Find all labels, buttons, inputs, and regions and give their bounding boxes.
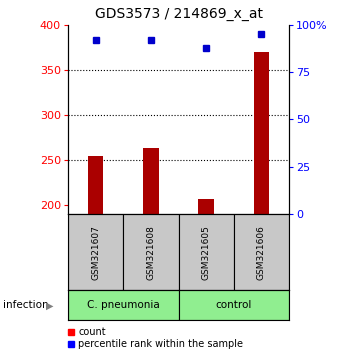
Text: C. pneumonia: C. pneumonia	[87, 300, 159, 310]
Bar	[234, 214, 289, 290]
Bar	[178, 214, 234, 290]
Bar	[123, 214, 178, 290]
Text: ▶: ▶	[46, 300, 53, 310]
Bar	[143, 148, 158, 214]
Bar	[88, 155, 103, 214]
Bar	[68, 290, 178, 320]
Bar	[68, 214, 123, 290]
Text: GSM321608: GSM321608	[147, 225, 155, 280]
Bar	[178, 290, 289, 320]
Text: GSM321606: GSM321606	[257, 225, 266, 280]
Text: GSM321605: GSM321605	[202, 225, 210, 280]
Text: infection: infection	[3, 300, 49, 310]
Title: GDS3573 / 214869_x_at: GDS3573 / 214869_x_at	[95, 7, 262, 21]
Bar	[254, 52, 269, 214]
Bar	[199, 199, 214, 214]
Text: GSM321607: GSM321607	[91, 225, 100, 280]
Legend: count, percentile rank within the sample: count, percentile rank within the sample	[68, 327, 243, 349]
Text: control: control	[216, 300, 252, 310]
